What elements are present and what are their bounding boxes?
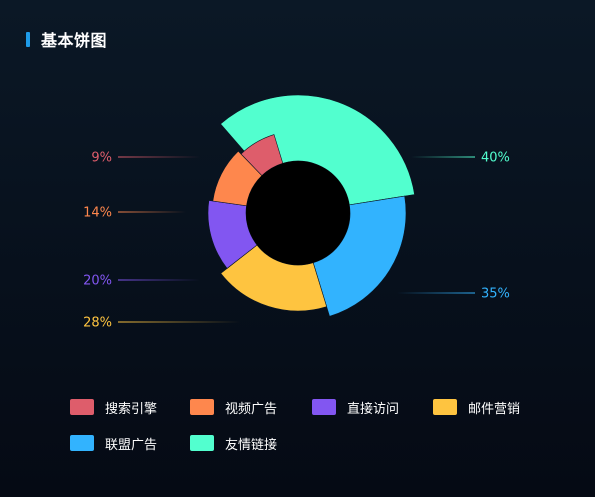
data-label: 35% <box>481 287 510 302</box>
legend-swatch <box>190 399 214 415</box>
data-label: 20% <box>83 274 112 289</box>
legend-item[interactable]: 搜索引擎 <box>70 397 157 417</box>
legend-label: 搜索引擎 <box>105 401 158 417</box>
data-label: 40% <box>481 151 510 166</box>
legend-item[interactable]: 视频广告 <box>190 397 277 417</box>
legend-label: 邮件营销 <box>468 401 521 417</box>
legend-item[interactable]: 联盟广告 <box>70 433 157 453</box>
legend-swatch <box>312 399 336 415</box>
data-label: 14% <box>83 206 112 221</box>
data-label: 9% <box>91 151 112 166</box>
legend-swatch <box>190 435 214 451</box>
legend-swatch <box>433 399 457 415</box>
data-label: 28% <box>83 316 112 331</box>
chart-header: 基本饼图 <box>26 28 107 50</box>
pie-chart: 40% 35% 28% 20% 14% 9% <box>83 94 510 331</box>
title-accent-bar <box>26 31 30 47</box>
legend-swatch <box>70 435 94 451</box>
legend-item[interactable]: 直接访问 <box>312 397 399 417</box>
legend-item[interactable]: 邮件营销 <box>433 397 520 417</box>
donut-hole <box>246 161 350 265</box>
legend-item[interactable]: 友情链接 <box>190 433 277 453</box>
legend-label: 联盟广告 <box>105 437 158 453</box>
legend-label: 视频广告 <box>225 401 278 417</box>
legend-label: 友情链接 <box>225 437 278 453</box>
legend-swatch <box>70 399 94 415</box>
chart-title: 基本饼图 <box>41 31 108 50</box>
legend-label: 直接访问 <box>347 401 400 417</box>
